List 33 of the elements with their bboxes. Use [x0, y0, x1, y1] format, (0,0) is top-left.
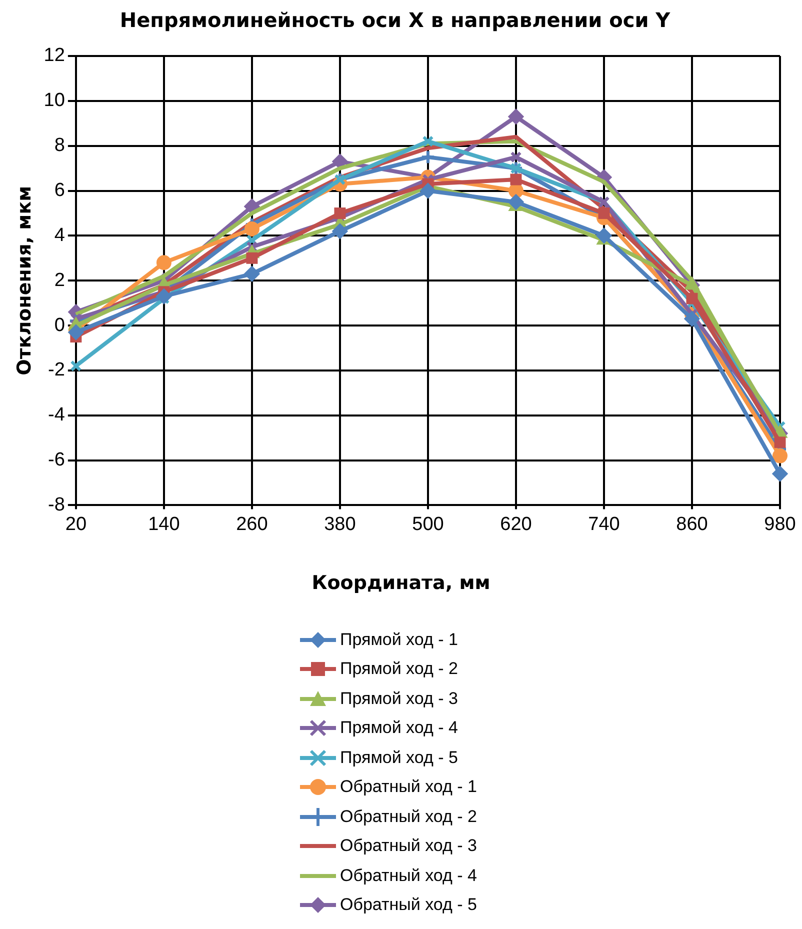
legend-label: Обратный ход - 1 [340, 777, 477, 798]
x-tick-label: 860 [676, 514, 708, 535]
legend-label: Обратный ход - 2 [340, 806, 477, 827]
x-tick-label: 740 [588, 514, 620, 535]
legend-label: Прямой ход - 1 [340, 630, 458, 650]
y-tick-label: 4 [54, 224, 66, 246]
x-tick-label: 500 [412, 514, 444, 535]
legend-label: Обратный ход - 5 [340, 895, 477, 916]
y-tick-label: 2 [54, 270, 65, 291]
y-tick-label: 0 [54, 314, 65, 336]
legend-label: Обратный ход - 4 [340, 866, 477, 886]
x-tick-label: 20 [65, 514, 87, 535]
legend-label: Прямой ход - 5 [340, 748, 458, 768]
y-tick-label: -2 [48, 360, 65, 381]
y-axis-title: Отклонения, мкм [13, 186, 36, 376]
y-tick-label: 8 [54, 135, 65, 156]
y-tick-label: 6 [54, 180, 65, 201]
legend-label: Прямой ход - 2 [340, 659, 458, 680]
y-tick-label: -4 [48, 404, 66, 426]
x-tick-label: 260 [236, 514, 268, 535]
x-tick-label: 140 [148, 514, 180, 535]
chart-title: Непрямолинейность оси X в направлении оси Y [120, 8, 671, 32]
y-tick-label: -6 [48, 450, 65, 471]
y-tick-label: -8 [48, 494, 65, 516]
legend-label: Обратный ход - 3 [340, 836, 477, 856]
legend-label: Прямой ход - 4 [340, 718, 458, 738]
y-tick-label: 12 [44, 45, 65, 66]
x-tick-label: 620 [500, 514, 532, 535]
x-axis-title: Координата, мм [310, 572, 492, 594]
x-tick-label: 380 [324, 514, 356, 535]
y-tick-label: 10 [44, 90, 65, 112]
x-tick-label: 980 [764, 514, 796, 535]
legend-label: Прямой ход - 3 [340, 688, 458, 709]
